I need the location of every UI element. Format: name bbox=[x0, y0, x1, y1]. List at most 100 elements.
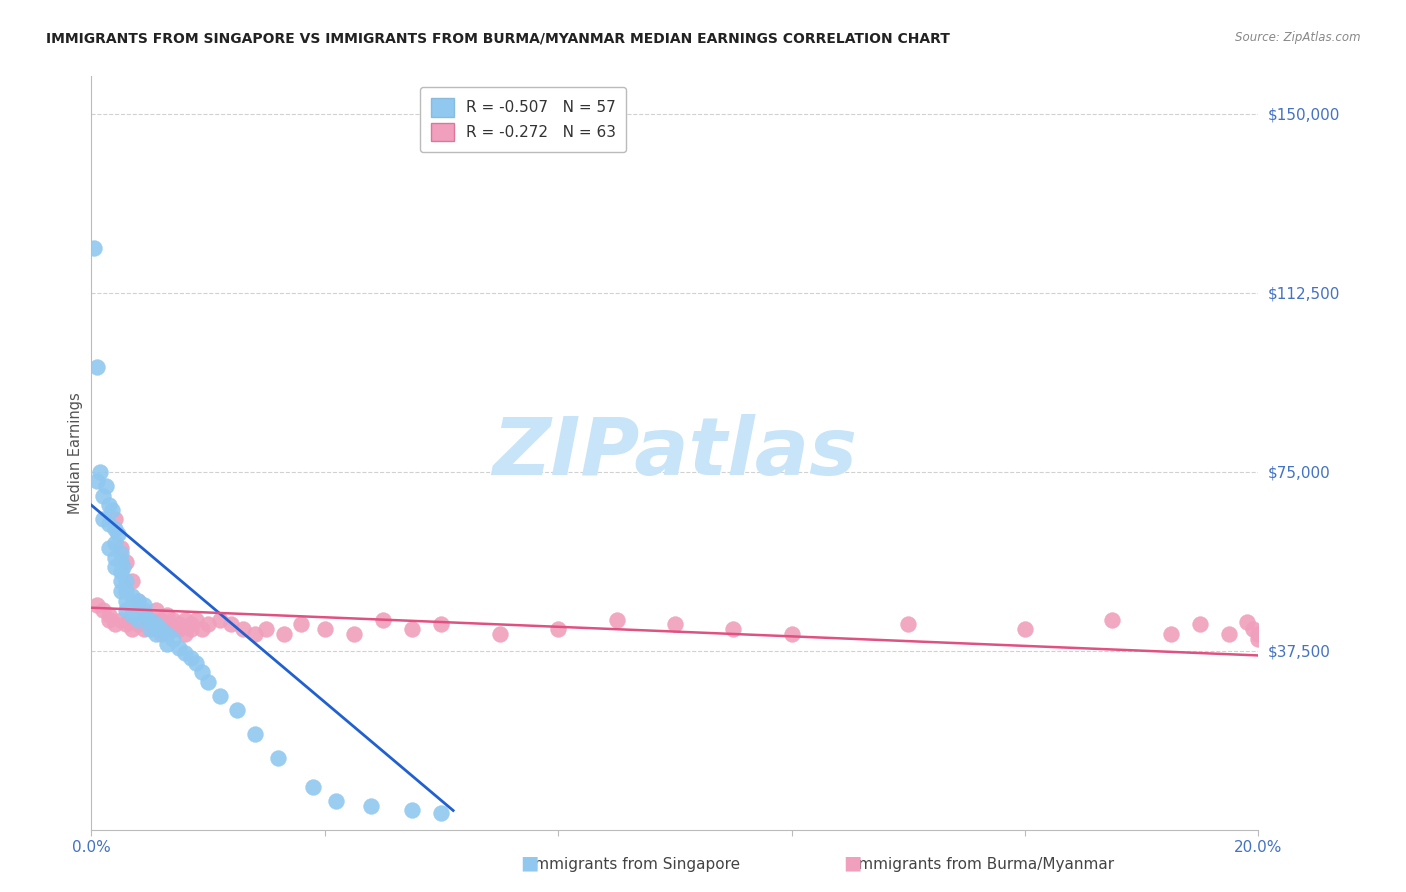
Point bbox=[110, 613, 132, 627]
Point bbox=[162, 632, 184, 646]
Point bbox=[107, 526, 129, 541]
Point bbox=[197, 617, 219, 632]
Point bbox=[115, 593, 138, 607]
Point bbox=[191, 665, 214, 680]
Point bbox=[145, 603, 167, 617]
Point bbox=[121, 599, 143, 613]
Point bbox=[138, 613, 162, 627]
Point bbox=[94, 479, 117, 493]
Point bbox=[162, 613, 184, 627]
Point bbox=[115, 584, 138, 599]
Point bbox=[325, 794, 347, 808]
Point bbox=[156, 627, 179, 641]
Point bbox=[167, 641, 190, 656]
Point bbox=[127, 593, 149, 607]
Text: Immigrants from Burma/Myanmar: Immigrants from Burma/Myanmar bbox=[844, 857, 1114, 872]
Point bbox=[430, 617, 453, 632]
Point bbox=[115, 603, 138, 617]
Point bbox=[104, 522, 127, 536]
Point bbox=[167, 622, 190, 636]
Point bbox=[110, 556, 132, 570]
Text: IMMIGRANTS FROM SINGAPORE VS IMMIGRANTS FROM BURMA/MYANMAR MEDIAN EARNINGS CORRE: IMMIGRANTS FROM SINGAPORE VS IMMIGRANTS … bbox=[46, 31, 950, 45]
Point bbox=[208, 613, 231, 627]
Text: Immigrants from Singapore: Immigrants from Singapore bbox=[520, 857, 741, 872]
Point bbox=[110, 541, 132, 555]
Point bbox=[226, 703, 249, 717]
Point bbox=[314, 622, 336, 636]
Point bbox=[489, 627, 512, 641]
Point bbox=[343, 627, 366, 641]
Point bbox=[290, 617, 312, 632]
Point bbox=[401, 804, 423, 818]
Point bbox=[723, 622, 745, 636]
Point bbox=[83, 241, 105, 255]
Point bbox=[156, 636, 179, 650]
Point bbox=[1236, 615, 1258, 629]
Point bbox=[89, 465, 111, 479]
Point bbox=[273, 627, 295, 641]
Point bbox=[97, 607, 120, 622]
Point bbox=[180, 617, 202, 632]
Point bbox=[1101, 613, 1123, 627]
Point bbox=[86, 359, 108, 374]
Point bbox=[1247, 632, 1270, 646]
Point bbox=[132, 603, 155, 617]
Point bbox=[167, 617, 190, 632]
Point bbox=[97, 517, 120, 532]
Point bbox=[401, 622, 423, 636]
Point bbox=[173, 646, 195, 660]
Point bbox=[115, 556, 138, 570]
Point bbox=[243, 727, 266, 741]
Point bbox=[254, 622, 277, 636]
Point bbox=[91, 489, 114, 503]
Point bbox=[91, 512, 114, 526]
Point bbox=[430, 805, 453, 820]
Point bbox=[86, 599, 108, 613]
Point bbox=[156, 617, 179, 632]
Point bbox=[115, 574, 138, 589]
Point bbox=[110, 574, 132, 589]
Point bbox=[110, 565, 132, 579]
Point bbox=[132, 622, 155, 636]
Point bbox=[97, 541, 120, 555]
Point bbox=[186, 656, 208, 670]
Point bbox=[180, 650, 202, 665]
Point bbox=[221, 617, 243, 632]
Point bbox=[162, 622, 184, 636]
Point bbox=[360, 798, 382, 813]
Point bbox=[110, 584, 132, 599]
Point bbox=[1247, 627, 1270, 641]
Point bbox=[121, 589, 143, 603]
Point bbox=[104, 560, 127, 574]
Point bbox=[145, 622, 167, 636]
Point bbox=[104, 512, 127, 526]
Point bbox=[138, 613, 162, 627]
Point bbox=[605, 613, 627, 627]
Point bbox=[127, 603, 149, 617]
Point bbox=[156, 607, 179, 622]
Point bbox=[173, 627, 195, 641]
Point bbox=[127, 593, 149, 607]
Point bbox=[101, 503, 124, 517]
Point bbox=[232, 622, 254, 636]
Point bbox=[91, 603, 114, 617]
Point bbox=[547, 622, 569, 636]
Point bbox=[112, 560, 135, 574]
Point bbox=[104, 617, 127, 632]
Point bbox=[132, 607, 155, 622]
Point bbox=[897, 617, 920, 632]
Point bbox=[1189, 617, 1212, 632]
Point bbox=[180, 622, 202, 636]
Point bbox=[371, 613, 394, 627]
Point bbox=[104, 536, 127, 550]
Point bbox=[121, 607, 143, 622]
Point bbox=[110, 546, 132, 560]
Point bbox=[186, 613, 208, 627]
Point bbox=[150, 613, 173, 627]
Point bbox=[1241, 622, 1264, 636]
Text: Source: ZipAtlas.com: Source: ZipAtlas.com bbox=[1236, 31, 1361, 45]
Point bbox=[780, 627, 803, 641]
Point bbox=[1160, 627, 1182, 641]
Point bbox=[208, 689, 231, 703]
Point bbox=[191, 622, 214, 636]
